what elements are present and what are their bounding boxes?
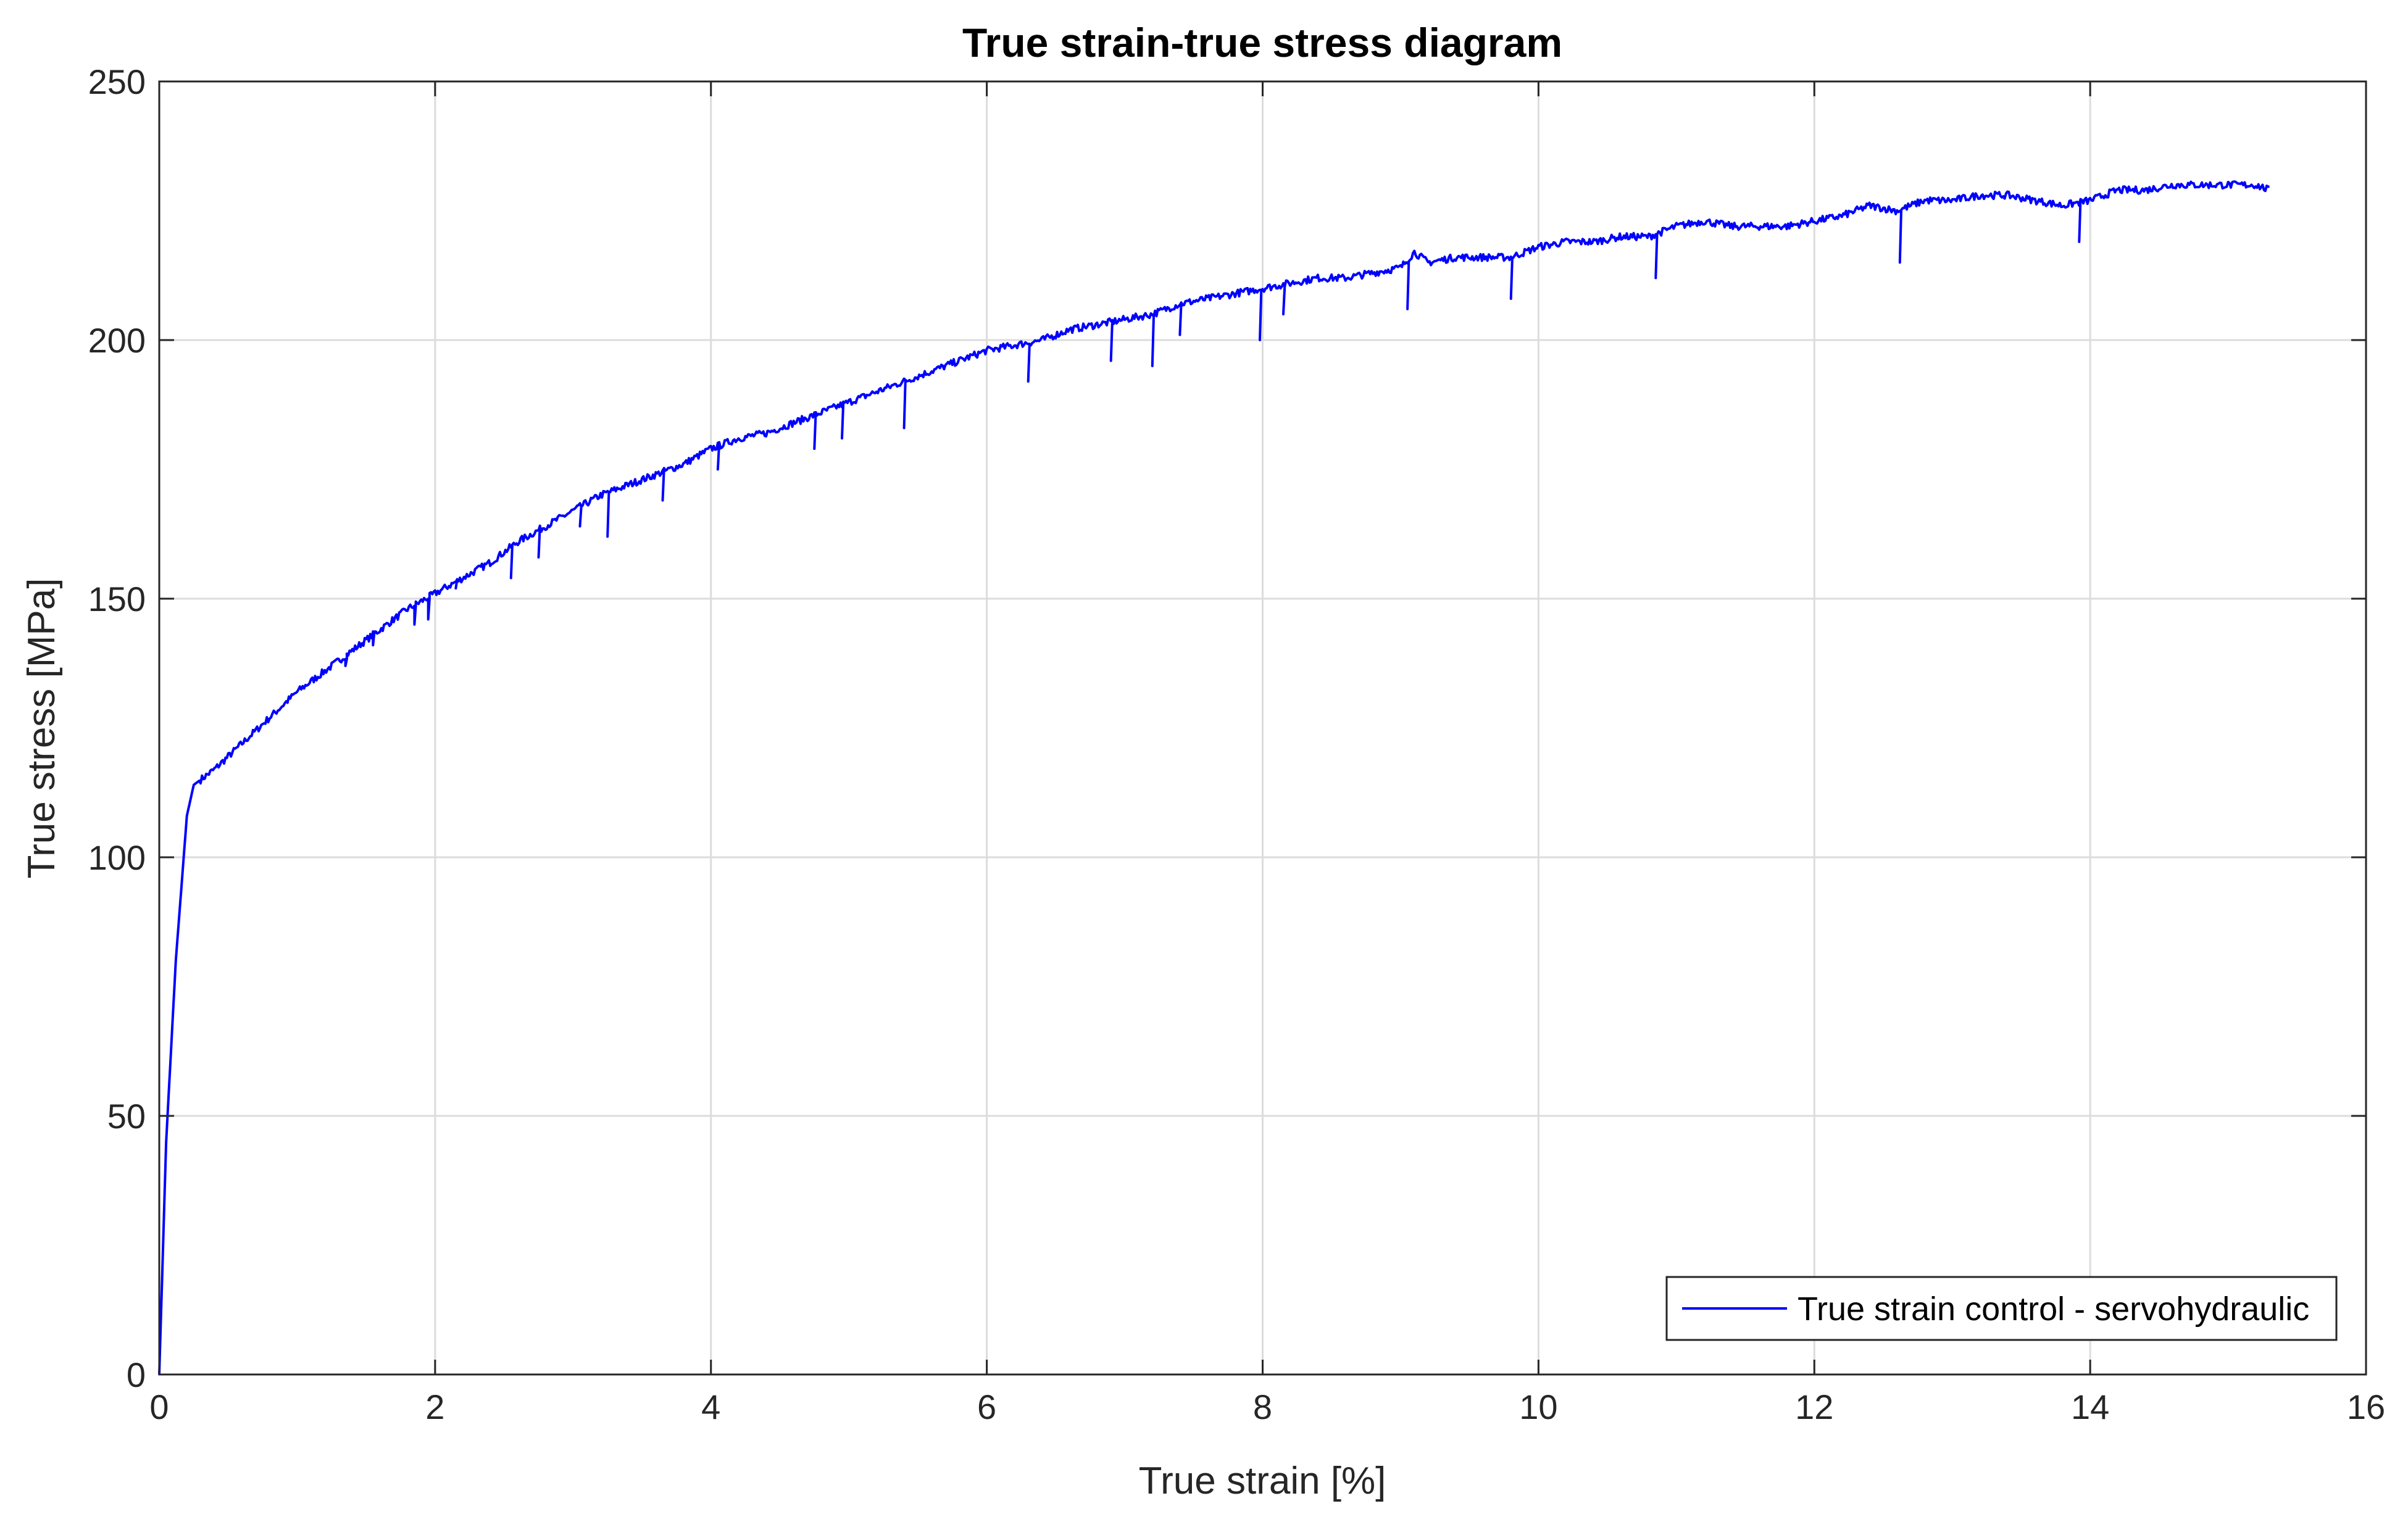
series-line-true-strain-control <box>158 180 2270 1375</box>
x-tick-label: 4 <box>701 1387 720 1426</box>
x-tick-label: 12 <box>1795 1387 1833 1426</box>
y-tick-label: 200 <box>88 321 146 360</box>
y-tick-label: 50 <box>107 1097 146 1136</box>
x-tick-label: 14 <box>2071 1387 2109 1426</box>
ticks: 0 2 4 6 8 10 12 14 16 0 50 100 150 200 250 <box>88 62 2386 1426</box>
y-tick-label: 100 <box>88 838 146 877</box>
legend: True strain control - servohydraulic <box>1665 1276 2338 1341</box>
x-tick-label: 6 <box>977 1387 996 1426</box>
chart-title: True strain-true stress diagram <box>962 20 1562 65</box>
series-layer <box>158 180 2270 1375</box>
y-tick-label: 0 <box>127 1355 146 1394</box>
x-tick-label: 10 <box>1519 1387 1557 1426</box>
x-tick-label: 16 <box>2347 1387 2385 1426</box>
y-tick-label: 150 <box>88 580 146 618</box>
y-tick-label: 250 <box>88 62 146 101</box>
x-tick-label: 2 <box>425 1387 444 1426</box>
x-tick-label: 8 <box>1253 1387 1272 1426</box>
x-tick-label: 0 <box>149 1387 169 1426</box>
grid <box>159 81 2366 1374</box>
y-axis-label: True stress [MPa] <box>20 578 63 879</box>
x-axis-label: True strain [%] <box>1139 1460 1386 1502</box>
legend-entry-label: True strain control - servohydraulic <box>1798 1291 2309 1328</box>
